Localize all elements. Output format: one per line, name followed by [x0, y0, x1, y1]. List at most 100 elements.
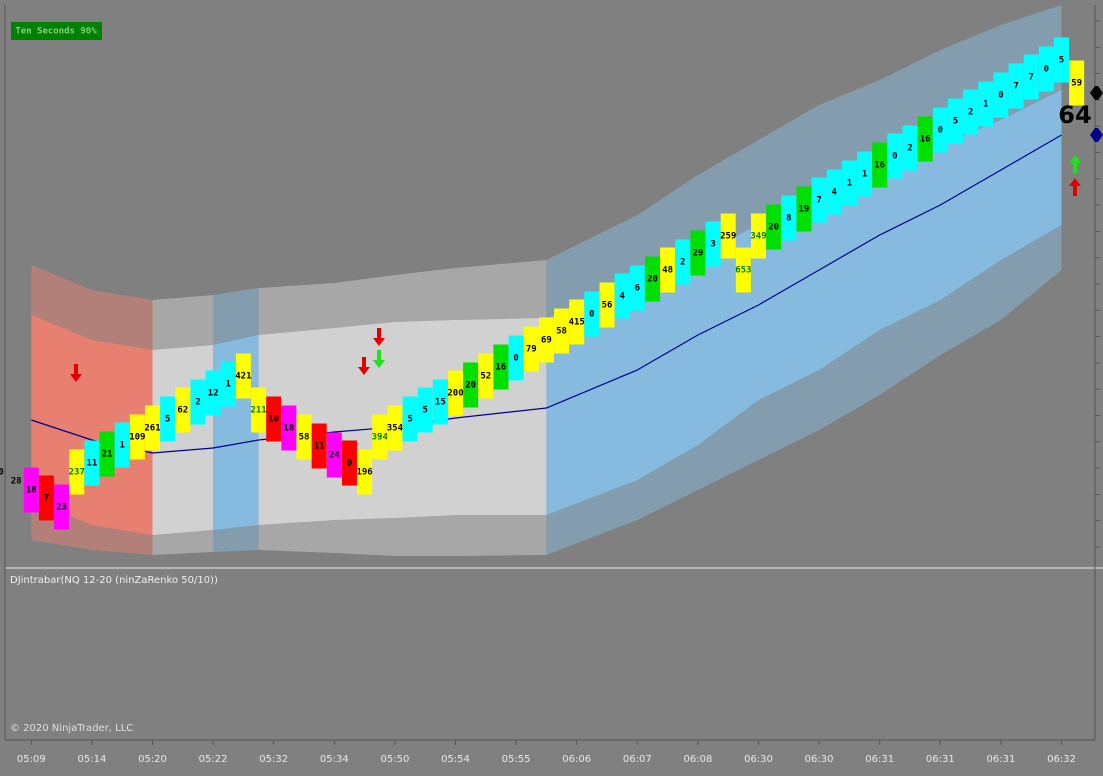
brick-label: 18	[26, 486, 37, 496]
sell-arrow	[358, 357, 370, 375]
brick-label: 24	[329, 451, 340, 461]
brick	[963, 89, 979, 135]
brick-label: 16	[874, 161, 885, 171]
inner-band	[31, 315, 153, 535]
brick-label: 2	[680, 258, 685, 268]
copyright: © 2020 NinjaTrader, LLC	[10, 723, 133, 734]
brick	[54, 484, 70, 530]
brick	[629, 265, 645, 311]
brick-label: 0	[589, 310, 594, 320]
brick	[417, 387, 433, 433]
brick	[1069, 60, 1085, 106]
brick	[205, 370, 221, 416]
brick-label: 415	[569, 318, 585, 328]
brick	[508, 335, 524, 381]
brick-label: 1	[983, 100, 988, 110]
brick-label: 196	[356, 468, 372, 478]
brick	[463, 362, 479, 408]
brick	[826, 169, 842, 215]
brick-label: 56	[602, 301, 613, 311]
brick-label: 5	[165, 415, 170, 425]
signal-arrows	[70, 155, 1081, 382]
brick	[751, 213, 766, 259]
brick-label: 18	[283, 424, 294, 434]
brick	[99, 431, 115, 477]
brick	[599, 282, 615, 328]
brick	[584, 291, 600, 337]
brick-label: 5	[422, 406, 427, 416]
brick	[0, 449, 9, 495]
brick	[129, 414, 145, 460]
brick	[720, 213, 736, 259]
brick-label: 28	[11, 477, 22, 487]
brick	[84, 440, 100, 486]
brick-label: 4	[832, 188, 838, 198]
brick	[781, 195, 797, 241]
brick-label: 7	[1013, 82, 1018, 92]
x-tick-label: 06:07	[623, 754, 652, 765]
brick-label: 1	[119, 441, 124, 451]
brick	[402, 396, 418, 442]
brick	[978, 81, 994, 127]
brick-label: 10	[268, 415, 279, 425]
brick	[523, 326, 539, 372]
x-tick-label: 05:22	[199, 754, 228, 765]
brick-label: 211	[250, 406, 266, 416]
brick-label: 15	[435, 398, 446, 408]
brick	[326, 432, 342, 478]
brick	[1023, 54, 1039, 100]
brick-label: 52	[480, 372, 491, 382]
brick	[538, 317, 554, 363]
brick-label: 20	[465, 381, 476, 391]
brick-label: 48	[662, 266, 673, 276]
brick-label: 2	[968, 108, 973, 118]
brick	[614, 273, 630, 319]
brick	[251, 387, 267, 433]
chart-title: Ten Seconds 90%	[15, 27, 97, 37]
brick	[493, 344, 509, 390]
brick-label: 58	[556, 327, 567, 337]
brick	[660, 247, 676, 293]
brick-label: 16	[920, 135, 931, 145]
brick	[1038, 46, 1054, 92]
brick	[266, 396, 282, 442]
brick	[114, 422, 130, 468]
brick-label: 7	[44, 494, 49, 504]
brick	[281, 405, 297, 451]
brick	[38, 475, 54, 521]
buy-arrow	[1069, 155, 1081, 173]
brick-label: 6	[635, 284, 640, 294]
brick-label: 0	[1044, 65, 1049, 75]
brick	[235, 353, 251, 399]
brick-label: 23	[56, 503, 67, 513]
x-tick-label: 05:54	[441, 754, 470, 765]
brick	[23, 467, 39, 513]
brick	[735, 247, 751, 293]
brick-label: 7	[1028, 73, 1033, 83]
brick	[917, 116, 933, 162]
brick-label: 20	[768, 223, 779, 233]
brick-label: 200	[447, 389, 463, 399]
sell-arrow	[70, 364, 82, 382]
brick	[872, 142, 888, 188]
x-tick-label: 06:31	[865, 754, 894, 765]
brick	[902, 125, 918, 171]
brick	[947, 98, 963, 144]
brick	[478, 353, 494, 399]
price-panel: 0281872323711211109261562212142121110185…	[0, 5, 1085, 556]
brick	[644, 256, 660, 302]
brick-label: 62	[177, 406, 188, 416]
brick	[175, 387, 191, 433]
sell-arrow	[373, 328, 385, 346]
brick-label: 261	[144, 424, 160, 434]
brick-label: 0	[0, 468, 4, 478]
x-tick-label: 06:31	[926, 754, 955, 765]
x-tick-label: 06:32	[1047, 754, 1076, 765]
brick	[887, 133, 903, 179]
brick	[766, 204, 782, 250]
brick-label: 0	[938, 126, 943, 136]
brick	[690, 230, 706, 276]
brick	[796, 186, 812, 232]
brick-label: 4	[619, 292, 625, 302]
